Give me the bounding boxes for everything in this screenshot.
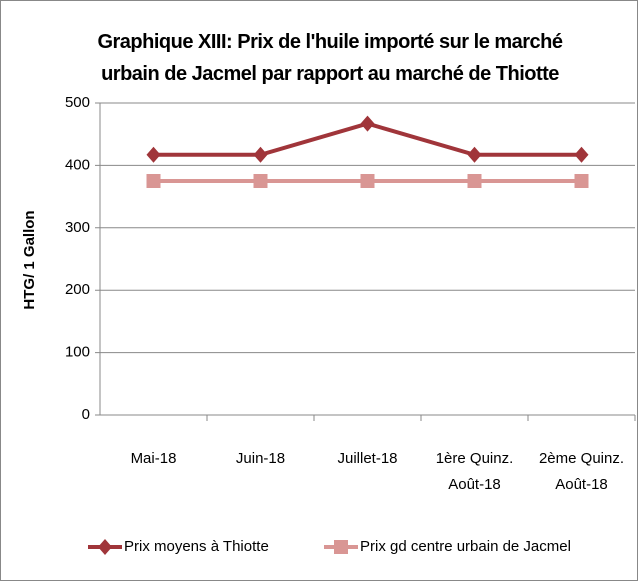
legend-label: Prix gd centre urbain de Jacmel (360, 538, 571, 555)
marker (574, 174, 589, 188)
marker (360, 115, 375, 132)
y-tick-label: 200 (65, 281, 90, 298)
marker (467, 174, 482, 188)
marker (360, 174, 375, 188)
x-tick-label: 1ère Quinz. Août-18 (435, 450, 514, 493)
y-tick-label: 300 (65, 219, 90, 236)
x-tick-label: Mai-18 (130, 450, 177, 467)
y-axis-label: HTG/ 1 Gallon (21, 210, 38, 309)
marker (253, 174, 268, 188)
y-tick-label: 100 (65, 344, 90, 361)
marker (146, 174, 161, 188)
x-tick-label: 2ème Quinz. Août-18 (538, 450, 625, 493)
y-tick-label: 500 (65, 94, 90, 111)
x-tick-label: Juillet-18 (337, 450, 398, 467)
marker (574, 146, 589, 163)
chart-title: Graphique XIII: Prix de l'huile importé … (97, 31, 563, 85)
y-tick-label: 400 (65, 156, 90, 173)
y-tick-label: 0 (82, 406, 90, 423)
legend-label: Prix moyens à Thiotte (124, 538, 269, 555)
marker (146, 146, 161, 163)
marker (253, 146, 268, 163)
marker (467, 146, 482, 163)
marker (98, 539, 112, 555)
marker (334, 540, 348, 554)
x-tick-label: Juin-18 (235, 450, 286, 467)
